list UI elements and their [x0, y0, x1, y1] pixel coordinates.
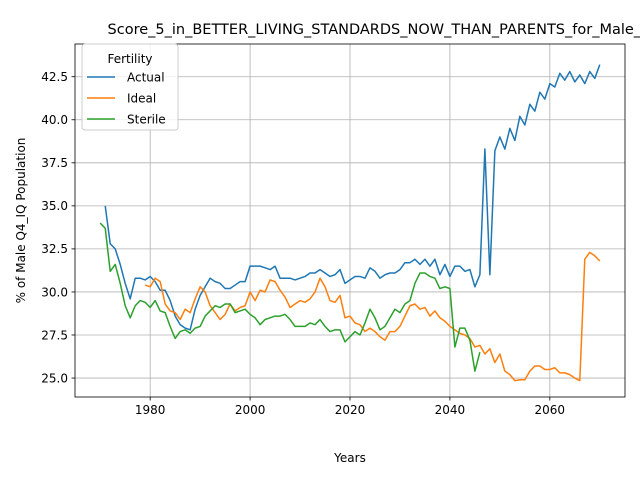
- chart-title: Score_5_in_BETTER_LIVING_STANDARDS_NOW_T…: [108, 22, 640, 38]
- x-tick-label: 2000: [235, 403, 266, 417]
- x-tick-label: 2040: [435, 403, 466, 417]
- y-tick-label: 42.5: [41, 70, 68, 84]
- x-tick-label: 2060: [535, 403, 566, 417]
- series-line-sterile: [99, 222, 481, 372]
- y-tick-label: 37.5: [41, 156, 68, 170]
- y-tick-label: 32.5: [41, 242, 68, 256]
- legend-title: Fertility: [107, 52, 152, 66]
- y-tick-label: 30.0: [41, 285, 68, 299]
- y-tick-label: 25.0: [41, 371, 68, 385]
- y-tick-label: 35.0: [41, 199, 68, 213]
- y-tick-label: 27.5: [41, 328, 68, 342]
- y-axis-label: % of Male Q4_IQ Population: [14, 138, 28, 304]
- legend-box: [81, 43, 179, 131]
- y-tick-label: 40.0: [41, 113, 68, 127]
- series-line-ideal: [144, 251, 601, 382]
- x-tick-label: 1980: [135, 403, 166, 417]
- x-tick-label: 2020: [335, 403, 366, 417]
- axis-ticks: 1980 2000 2020 2040 2060 25.0 27.5 30.0 32.5 35.0…: [41, 70, 565, 417]
- series-lines: [99, 64, 601, 382]
- legend-label-sterile: Sterile: [127, 112, 166, 126]
- legend-label-actual: Actual: [127, 70, 165, 84]
- x-axis-label: Years: [333, 451, 366, 465]
- legend: Fertility Actual Ideal Sterile: [81, 43, 179, 131]
- legend-label-ideal: Ideal: [127, 91, 156, 105]
- series-line-actual: [104, 64, 601, 331]
